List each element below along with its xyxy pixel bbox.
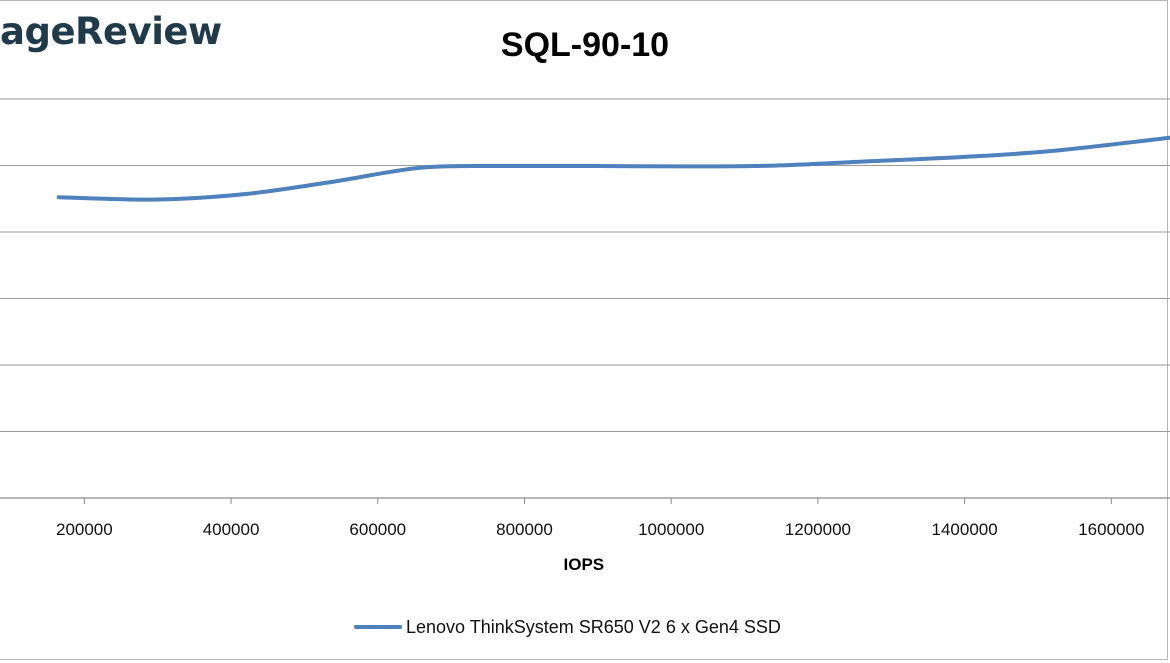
x-axis-title: IOPS <box>564 555 605 574</box>
legend: Lenovo ThinkSystem SR650 V2 6 x Gen4 SSD <box>354 616 781 638</box>
x-tick-label: 1000000 <box>638 520 704 539</box>
x-axis-ticks: 200000 400000 600000 800000 1000000 1200000 14… <box>56 498 1144 539</box>
x-tick-label: 1600000 <box>1078 520 1144 539</box>
legend-label: Lenovo ThinkSystem SR650 V2 6 x Gen4 SSD <box>406 616 781 637</box>
series-line <box>56 135 1170 202</box>
x-tick-label: 1200000 <box>785 520 851 539</box>
chart-title: SQL-90-10 <box>500 26 670 64</box>
x-tick-label: 600000 <box>349 520 406 539</box>
x-tick-label: 400000 <box>203 520 260 539</box>
legend-swatch <box>354 625 402 629</box>
x-tick-label: 800000 <box>496 520 553 539</box>
x-tick-label: 1400000 <box>932 520 998 539</box>
series-lines <box>56 135 1170 202</box>
storagereview-logo: ageReview <box>0 10 222 53</box>
gridlines <box>0 98 1170 499</box>
x-tick-label: 200000 <box>56 520 113 539</box>
